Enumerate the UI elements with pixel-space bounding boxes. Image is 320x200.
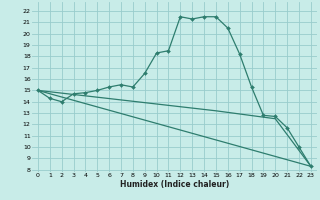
X-axis label: Humidex (Indice chaleur): Humidex (Indice chaleur) [120, 180, 229, 189]
